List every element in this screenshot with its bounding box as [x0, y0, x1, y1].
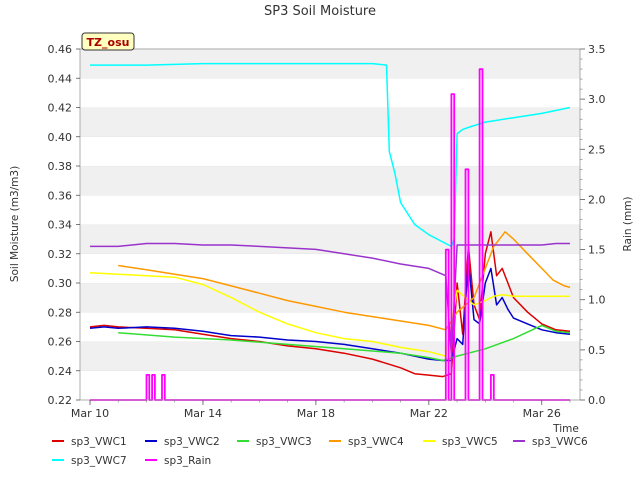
y2-tick-label: 3.5: [588, 43, 606, 56]
grid-band: [80, 136, 580, 166]
legend-label-sp3_VWC7: sp3_VWC7: [71, 455, 127, 467]
x-tick-label: Mar 22: [410, 407, 448, 420]
series-line-sp3_VWC5: [89, 272, 570, 357]
y-tick-label: 0.38: [48, 160, 73, 173]
chart-title: SP3 Soil Moisture: [264, 4, 376, 19]
y-tick-label: 0.44: [48, 72, 73, 85]
legend-label-sp3_VWC1: sp3_VWC1: [71, 436, 127, 448]
grid-band: [80, 283, 580, 313]
y-tick-label: 0.46: [48, 43, 73, 56]
y-axis-label: Soil Moisture (m3/m3): [9, 166, 21, 282]
y-tick-label: 0.28: [48, 306, 73, 319]
y2-tick-label: 0.5: [588, 344, 606, 357]
y2-tick-label: 0.0: [588, 394, 606, 407]
grid-band: [80, 107, 580, 137]
series-line-sp3_VWC3: [118, 324, 571, 362]
x-tick-label: Mar 18: [297, 407, 335, 420]
legend-label-sp3_Rain: sp3_Rain: [164, 455, 211, 467]
y2-tick-label: 2.0: [588, 193, 606, 206]
x-axis-label: Time: [552, 423, 579, 435]
y2-tick-label: 1.5: [588, 244, 606, 257]
y-tick-label: 0.34: [48, 219, 73, 232]
site-badge: TZ_osu: [81, 32, 135, 51]
legend-label-sp3_VWC3: sp3_VWC3: [256, 436, 312, 448]
y-tick-label: 0.40: [48, 131, 73, 144]
legend: sp3_VWC1 sp3_VWC2 sp3_VWC3 sp3_VWC4 sp3_VWC5…: [52, 436, 588, 467]
y2-tick-label: 2.5: [588, 143, 606, 156]
y-tick-label: 0.30: [48, 277, 73, 290]
y2-tick-label: 3.0: [588, 93, 606, 106]
y-tick-label: 0.32: [48, 248, 73, 261]
y-tick-label: 0.42: [48, 102, 73, 115]
series-line-sp3_VWC2: [89, 260, 571, 362]
x-tick-label: Mar 26: [523, 407, 561, 420]
series-line-sp3_VWC1: [89, 231, 571, 378]
series-layer: [89, 62, 571, 401]
grid-band: [80, 166, 580, 196]
series-line-sp3_VWC6: [90, 242, 570, 357]
x-tick-label: Mar 10: [71, 407, 109, 420]
legend-label-sp3_VWC5: sp3_VWC5: [442, 436, 498, 448]
site-badge-label: TZ_osu: [87, 36, 130, 49]
grid-band: [80, 224, 580, 254]
y2-axis-ticks: 0.0 0.5 1.0 1.5 2.0 2.5 3.0 3.5: [580, 43, 606, 407]
site-badge-box: [81, 32, 135, 51]
grid-band: [80, 253, 580, 283]
y2-tick-label: 1.0: [588, 294, 606, 307]
legend-label-sp3_VWC4: sp3_VWC4: [348, 436, 404, 448]
y2-axis-label: Rain (mm): [622, 196, 634, 251]
y-axis-ticks: 0.22 0.24 0.26 0.28 0.30 0.32 0.34 0.36 0.38 0.40…: [48, 43, 80, 407]
series-line-sp3_VWC7: [90, 62, 571, 248]
y-tick-label: 0.26: [48, 336, 73, 349]
y-tick-label: 0.22: [48, 394, 73, 407]
grid-bands: [80, 48, 580, 400]
y-tick-label: 0.36: [48, 189, 73, 202]
grid-band: [80, 78, 580, 108]
legend-label-sp3_VWC2: sp3_VWC2: [164, 436, 220, 448]
grid-band: [80, 341, 580, 371]
y-tick-label: 0.24: [48, 365, 73, 378]
legend-label-sp3_VWC6: sp3_VWC6: [532, 436, 588, 448]
x-tick-label: Mar 14: [184, 407, 222, 420]
x-axis-ticks: Mar 10 Mar 14 Mar 18 Mar 22 Mar 26: [71, 400, 571, 420]
grid-band: [80, 195, 580, 225]
